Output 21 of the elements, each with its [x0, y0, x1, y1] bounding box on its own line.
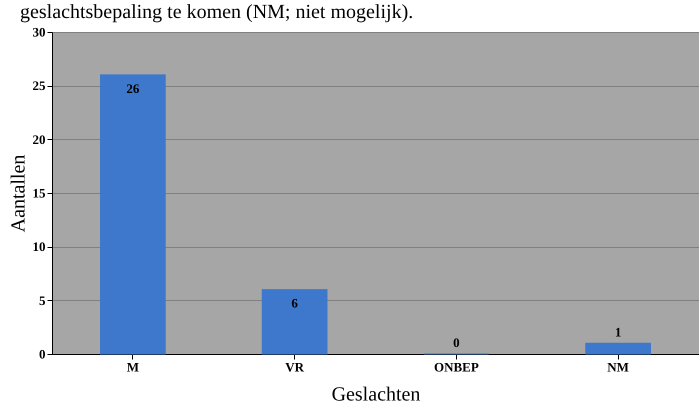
- y-tick-label: 0: [39, 346, 46, 362]
- y-tick-label: 10: [32, 239, 46, 254]
- x-axis-title: Geslachten: [332, 384, 420, 406]
- y-axis-title: Aantallen: [8, 154, 30, 232]
- x-tick-label: NM: [607, 360, 629, 374]
- data-label: 1: [614, 324, 622, 340]
- y-tick-label: 30: [32, 24, 46, 40]
- bar: [100, 74, 166, 354]
- y-tick-label: 25: [32, 78, 46, 94]
- y-tick-label: 15: [32, 186, 46, 200]
- x-tick-label: VR: [285, 360, 305, 374]
- bar: [262, 289, 328, 354]
- y-tick-label: 5: [39, 292, 46, 308]
- text: geslachtsbepaling te komen (NM; niet mogelijk).: [20, 1, 414, 23]
- x-tick-label: ONBEP: [434, 360, 479, 374]
- x-tick-label: M: [126, 360, 140, 374]
- y-tick-label: 20: [32, 132, 46, 147]
- data-label: 6: [291, 296, 298, 311]
- data-label: 26: [126, 80, 140, 96]
- data-label: 0: [453, 335, 460, 350]
- bar: [585, 342, 651, 354]
